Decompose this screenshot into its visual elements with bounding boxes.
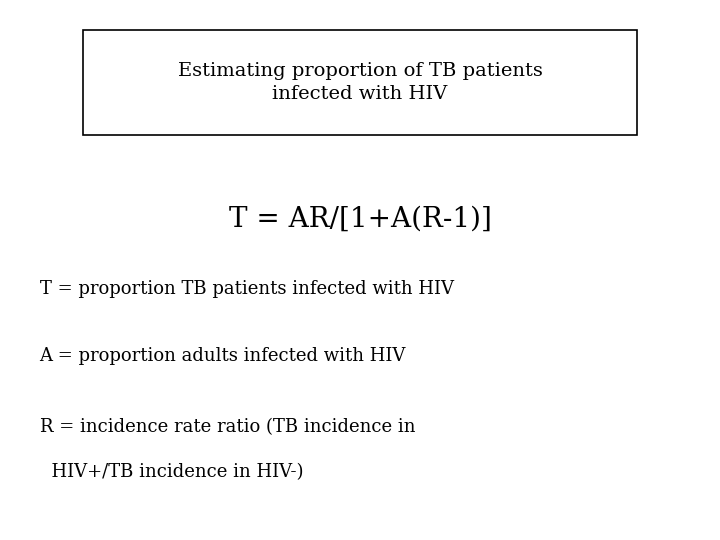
Text: R = incidence rate ratio (TB incidence in: R = incidence rate ratio (TB incidence i… xyxy=(40,417,415,436)
FancyBboxPatch shape xyxy=(83,30,637,135)
Text: HIV+/TB incidence in HIV-): HIV+/TB incidence in HIV-) xyxy=(40,463,303,482)
Text: T = proportion TB patients infected with HIV: T = proportion TB patients infected with… xyxy=(40,280,454,298)
Text: A = proportion adults infected with HIV: A = proportion adults infected with HIV xyxy=(40,347,406,366)
Text: T = AR/[1+A(R-1)]: T = AR/[1+A(R-1)] xyxy=(228,205,492,232)
Text: Estimating proportion of TB patients
infected with HIV: Estimating proportion of TB patients inf… xyxy=(178,62,542,103)
